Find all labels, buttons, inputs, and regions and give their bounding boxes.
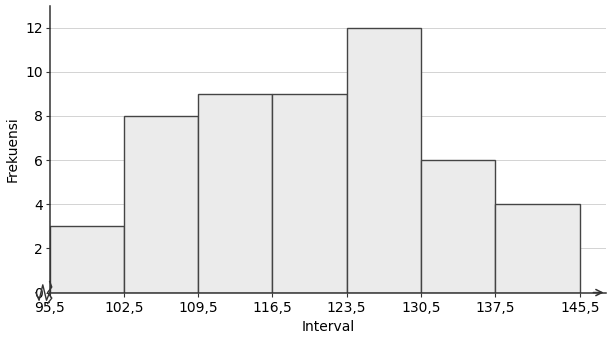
Bar <box>421 160 495 292</box>
Bar <box>198 94 272 292</box>
Bar <box>124 116 198 292</box>
Bar <box>50 226 124 292</box>
Bar <box>272 94 346 292</box>
X-axis label: Interval: Interval <box>302 320 355 335</box>
Bar <box>346 28 421 292</box>
Bar <box>495 204 580 292</box>
Y-axis label: Frekuensi: Frekuensi <box>6 116 20 182</box>
